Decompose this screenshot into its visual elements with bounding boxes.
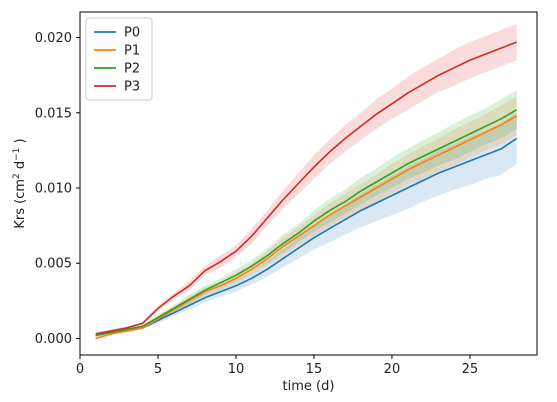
y-tick-label: 0.010 [35,182,72,197]
x-tick-label: 10 [228,362,245,377]
series-line-p1 [95,115,518,340]
x-tick-label: 20 [384,362,401,377]
series-line-p0 [95,137,518,337]
legend-label-p1: P1 [124,44,140,59]
y-axis-label-superscript: 2 [12,173,22,179]
x-axis-ticks: 0 5 10 15 20 25 [76,355,478,377]
y-tick-label: 0.000 [35,332,72,347]
y-axis-label-part: d [13,161,28,173]
legend-label-p2: P2 [124,62,140,77]
legend-box [85,17,153,101]
x-tick-label: 0 [76,362,84,377]
legend-label-p3: P3 [124,80,140,95]
y-axis-ticks: 0.000 0.005 0.010 0.015 0.020 [35,31,80,347]
series-lines [95,41,518,340]
y-axis-label-part: Krs (cm [13,179,28,229]
confidence-bands [95,24,517,340]
y-tick-label: 0.020 [35,31,72,46]
y-axis-label-superscript: −1 [12,148,22,161]
legend: P0 P1 P2 P3 [85,17,153,101]
y-axis-label-part: ) [13,138,28,147]
band-p3 [95,24,517,336]
band-p2 [95,90,517,337]
band-p1 [95,96,517,340]
y-tick-label: 0.005 [35,257,72,272]
x-tick-label: 25 [462,362,479,377]
legend-label-p0: P0 [124,26,140,41]
y-axis-label: Krs (cm2 d−1 ) [12,138,28,228]
series-line-p3 [95,41,517,335]
x-tick-label: 5 [154,362,162,377]
series-line-p2 [95,109,518,337]
y-tick-label: 0.015 [35,106,72,121]
x-tick-label: 15 [306,362,323,377]
plot-frame [79,11,538,356]
x-axis-label: time (d) [283,379,335,394]
